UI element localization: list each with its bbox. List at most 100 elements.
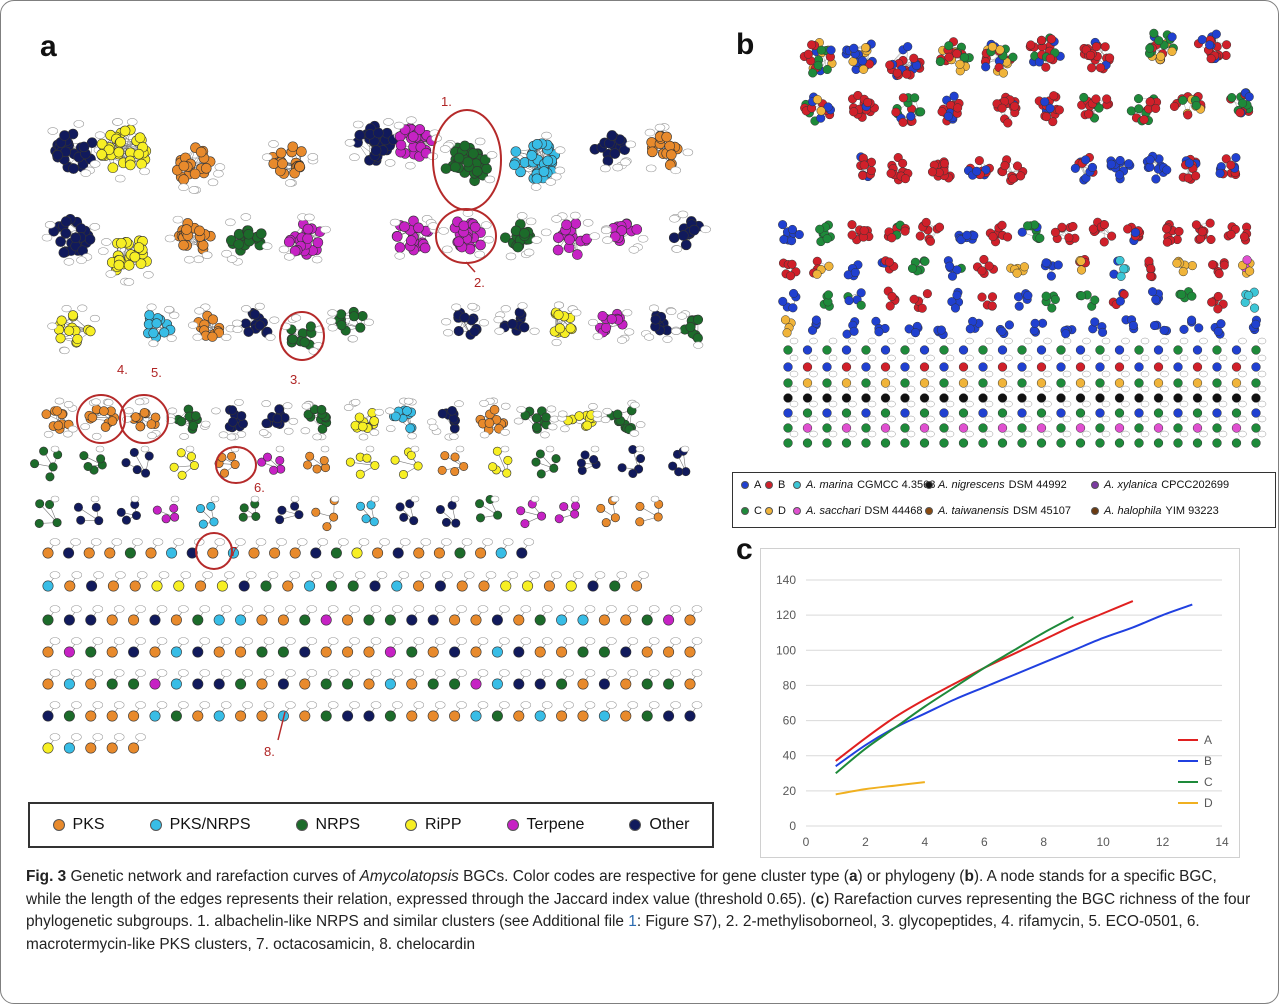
network-b-pair — [1095, 430, 1111, 448]
network-node — [919, 423, 930, 433]
network-node — [447, 405, 457, 416]
network-cluster — [344, 118, 405, 167]
network-node — [189, 168, 201, 180]
network-node — [1162, 237, 1172, 247]
network-pair — [363, 669, 382, 690]
network-b-cluster — [1013, 289, 1033, 311]
network-node — [1173, 423, 1183, 433]
network-node — [63, 678, 75, 690]
network-node — [35, 499, 45, 509]
network-b-pair — [1212, 370, 1228, 388]
network-b-pair — [1192, 400, 1208, 418]
network-b-pair — [1153, 337, 1169, 355]
network-node — [1231, 378, 1242, 388]
network-node — [121, 458, 131, 468]
network-node — [610, 513, 620, 523]
network-node — [52, 406, 62, 416]
network-node — [925, 236, 936, 246]
network-b-pair — [1134, 385, 1150, 403]
network-node — [915, 231, 925, 241]
network-node — [822, 408, 832, 418]
network-node — [1035, 233, 1045, 243]
network-pair — [235, 637, 253, 658]
network-b-pair — [822, 370, 838, 388]
caption-part-2: BGCs. Color codes are respective for gen… — [458, 868, 849, 885]
network-b-pair — [1153, 385, 1169, 403]
legend-b-swatch — [793, 507, 801, 515]
network-node — [1075, 345, 1086, 355]
network-b-cluster — [992, 92, 1021, 128]
network-node — [509, 159, 520, 171]
network-node — [987, 301, 997, 311]
network-node — [369, 517, 379, 527]
network-b-pair — [841, 415, 857, 433]
network-node — [60, 228, 72, 239]
network-node — [362, 453, 372, 463]
legend-a-swatch — [149, 819, 162, 831]
network-node — [302, 223, 314, 235]
network-node — [495, 547, 507, 559]
network-node — [277, 678, 289, 690]
network-node — [454, 547, 466, 559]
network-node — [939, 423, 949, 433]
legend-a-item-pksnrps: PKS/NRPS — [149, 816, 251, 834]
network-b-pair — [1153, 415, 1169, 433]
network-node — [1049, 91, 1059, 101]
network-pair — [207, 538, 226, 559]
network-node — [997, 393, 1008, 403]
network-pair — [513, 669, 532, 690]
network-node — [1177, 289, 1187, 299]
network-node — [885, 60, 895, 70]
network-node — [52, 518, 62, 528]
network-node — [1056, 438, 1066, 448]
network-node — [1047, 303, 1057, 313]
network-cluster — [670, 310, 704, 349]
network-node — [85, 710, 97, 722]
network-node — [192, 678, 204, 690]
network-node — [516, 547, 528, 559]
network-node — [1075, 408, 1086, 418]
network-b-pair — [880, 415, 896, 433]
network-b-pair — [1056, 430, 1072, 448]
network-node — [1056, 362, 1066, 372]
network-node — [861, 345, 871, 355]
network-node — [363, 678, 375, 690]
network-node — [952, 49, 962, 59]
network-b-pair — [1231, 385, 1247, 403]
network-node — [909, 53, 919, 63]
network-b-cluster — [848, 90, 879, 122]
network-b-pair — [978, 385, 994, 403]
network-pair — [620, 669, 639, 690]
network-b-pair — [1173, 354, 1189, 372]
network-node — [330, 547, 342, 559]
network-node — [1212, 378, 1222, 388]
network-node — [939, 362, 949, 372]
network-node — [1194, 323, 1204, 333]
legend-a-item-ripp: RiPP — [405, 816, 462, 834]
legend-b-swatch — [765, 481, 773, 489]
network-b-cluster — [1050, 221, 1080, 246]
network-node — [535, 449, 545, 459]
network-pair — [325, 571, 344, 592]
network-node — [663, 678, 675, 690]
caption-file-link[interactable]: 1 — [628, 913, 637, 930]
network-cluster — [325, 306, 374, 343]
network-node — [275, 515, 285, 525]
network-pair — [149, 605, 168, 626]
network-b-pair — [1192, 385, 1208, 403]
network-pair — [449, 605, 467, 626]
network-b-cluster — [980, 39, 1018, 78]
network-node — [783, 362, 793, 372]
network-group — [196, 495, 220, 529]
network-node — [106, 614, 118, 626]
network-node — [577, 678, 589, 690]
highlight-circle-5 — [119, 394, 169, 444]
network-pair — [173, 571, 192, 592]
network-node — [919, 438, 930, 448]
network-b-cluster — [1060, 325, 1077, 339]
network-node — [1214, 269, 1224, 279]
network-node — [161, 514, 171, 524]
network-b-cluster — [933, 325, 948, 340]
network-node — [1192, 393, 1203, 403]
network-pair — [598, 669, 617, 690]
